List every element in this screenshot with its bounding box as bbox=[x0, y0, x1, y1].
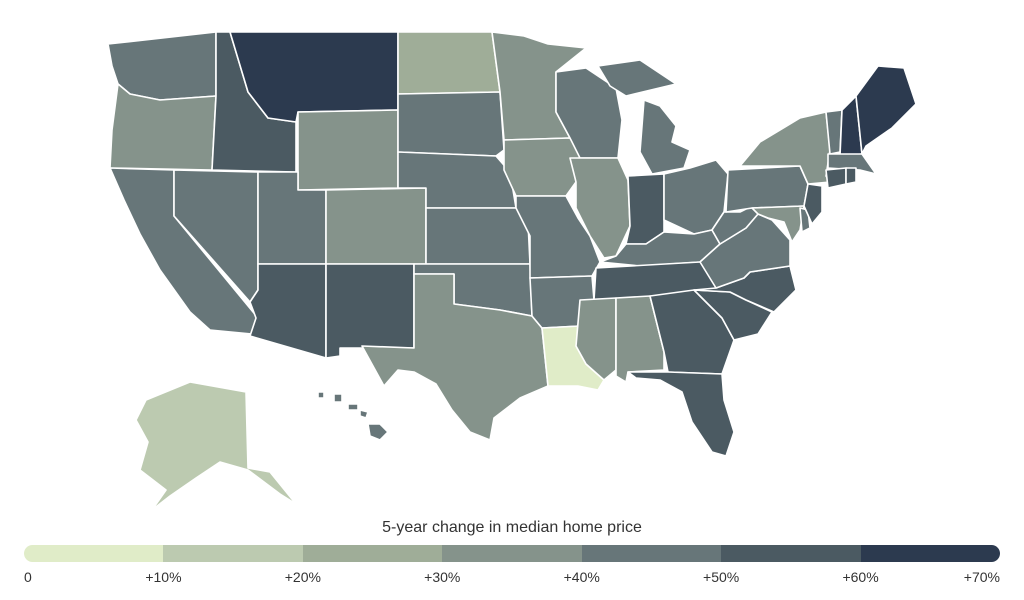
state-tx bbox=[361, 273, 549, 441]
state-hi bbox=[317, 391, 389, 441]
state-mi bbox=[597, 59, 691, 175]
us-choropleth-map bbox=[107, 31, 917, 511]
state-me bbox=[855, 65, 917, 155]
legend-segment-0 bbox=[24, 545, 164, 562]
state-az bbox=[249, 263, 327, 359]
legend-tick-label: +30% bbox=[424, 569, 461, 585]
state-il bbox=[569, 157, 631, 259]
legend-tick-label: +60% bbox=[842, 569, 879, 585]
legend-color-bar bbox=[24, 545, 1000, 562]
state-pa bbox=[725, 165, 809, 213]
state-ak bbox=[135, 381, 297, 511]
state-co bbox=[325, 187, 427, 265]
legend-tick-label: +70% bbox=[963, 569, 1000, 585]
state-wy bbox=[297, 109, 399, 191]
legend-segment-4 bbox=[581, 545, 722, 562]
state-nj bbox=[803, 183, 823, 225]
legend-segment-6 bbox=[860, 545, 1000, 562]
state-ma bbox=[827, 153, 877, 175]
legend-segment-1 bbox=[163, 545, 303, 562]
state-nd bbox=[397, 31, 501, 95]
state-ia bbox=[503, 137, 581, 197]
legend-title: 5-year change in median home price bbox=[382, 519, 642, 536]
state-sd bbox=[397, 91, 505, 157]
state-ct bbox=[825, 167, 847, 189]
state-ks bbox=[425, 207, 531, 265]
legend-segment-2 bbox=[302, 545, 443, 562]
state-in bbox=[625, 173, 665, 245]
legend-tick-label: +40% bbox=[563, 569, 600, 585]
legend-segment-5 bbox=[721, 545, 861, 562]
legend-tick-label: +50% bbox=[703, 569, 740, 585]
legend-segment-3 bbox=[442, 545, 582, 562]
legend-tick-label: +20% bbox=[284, 569, 321, 585]
legend-tick-label: +10% bbox=[145, 569, 182, 585]
legend-tick-label: 0 bbox=[24, 569, 32, 585]
state-fl bbox=[627, 371, 735, 457]
state-ri bbox=[845, 167, 857, 185]
state-nm bbox=[325, 263, 415, 359]
